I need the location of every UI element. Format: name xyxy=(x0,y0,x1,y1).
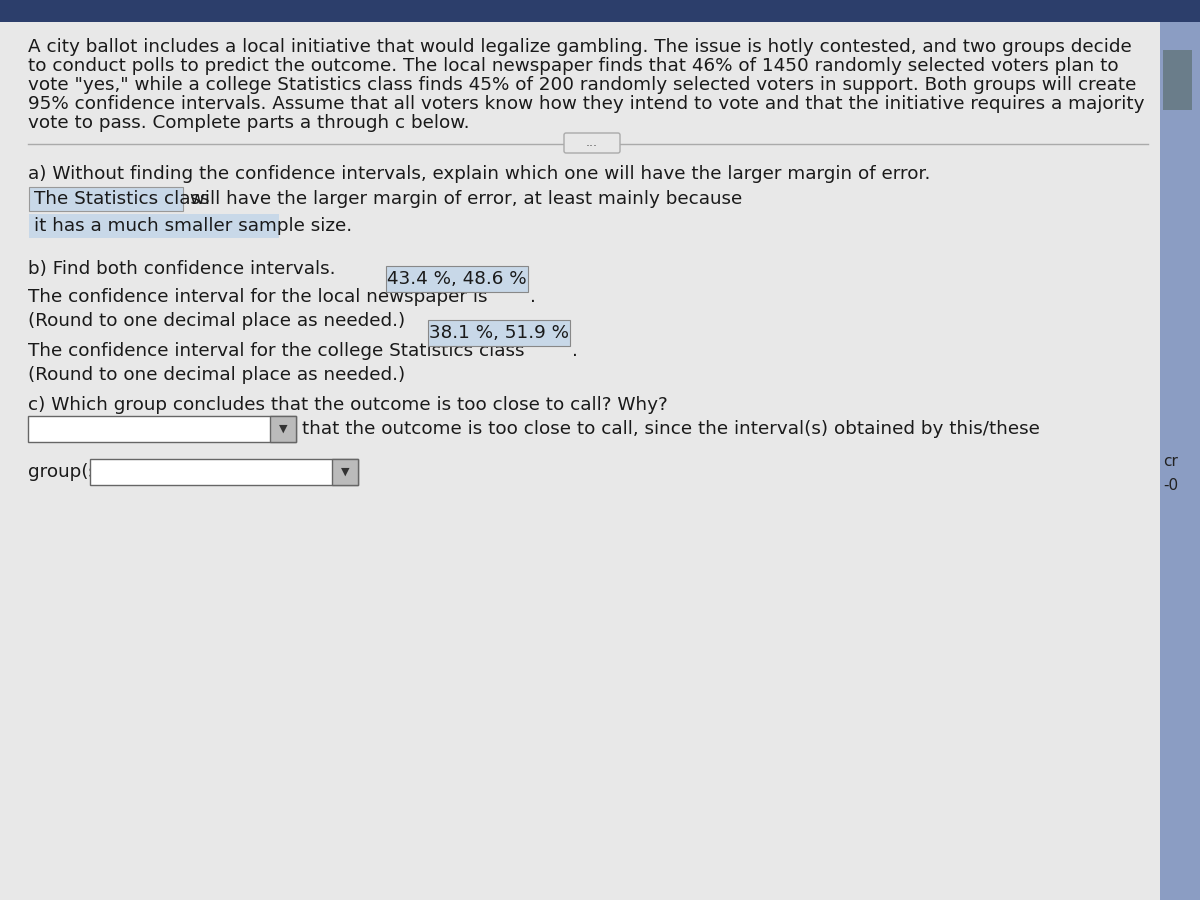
Text: a) Without finding the confidence intervals, explain which one will have the lar: a) Without finding the confidence interv… xyxy=(28,165,930,183)
FancyBboxPatch shape xyxy=(385,266,528,292)
Text: it has a much smaller sample size.: it has a much smaller sample size. xyxy=(34,217,352,235)
Text: -0: -0 xyxy=(1163,478,1178,492)
FancyBboxPatch shape xyxy=(90,459,358,485)
FancyBboxPatch shape xyxy=(28,416,296,442)
Text: to conduct polls to predict the outcome. The local newspaper finds that 46% of 1: to conduct polls to predict the outcome.… xyxy=(28,57,1118,75)
Text: (Round to one decimal place as needed.): (Round to one decimal place as needed.) xyxy=(28,312,406,330)
Text: vote "yes," while a college Statistics class finds 45% of 200 randomly selected : vote "yes," while a college Statistics c… xyxy=(28,76,1136,94)
FancyBboxPatch shape xyxy=(428,320,570,346)
FancyBboxPatch shape xyxy=(29,214,278,238)
Text: ...: ... xyxy=(586,137,598,149)
FancyBboxPatch shape xyxy=(0,0,1160,900)
FancyBboxPatch shape xyxy=(1163,50,1192,110)
Text: vote to pass. Complete parts a through c below.: vote to pass. Complete parts a through c… xyxy=(28,114,469,132)
Text: will have the larger margin of error, at least mainly because: will have the larger margin of error, at… xyxy=(184,190,743,208)
Text: group(s): group(s) xyxy=(28,463,106,481)
Text: A city ballot includes a local initiative that would legalize gambling. The issu: A city ballot includes a local initiativ… xyxy=(28,38,1132,56)
FancyBboxPatch shape xyxy=(29,187,182,211)
Text: (Round to one decimal place as needed.): (Round to one decimal place as needed.) xyxy=(28,366,406,384)
Text: 38.1 %, 51.9 %: 38.1 %, 51.9 % xyxy=(422,324,575,342)
Text: cr: cr xyxy=(1163,454,1178,470)
FancyBboxPatch shape xyxy=(564,133,620,153)
Text: ▼: ▼ xyxy=(341,467,349,477)
Text: .: . xyxy=(529,288,535,306)
Text: The confidence interval for the college Statistics class: The confidence interval for the college … xyxy=(28,342,530,360)
Text: b) Find both confidence intervals.: b) Find both confidence intervals. xyxy=(28,260,336,278)
FancyBboxPatch shape xyxy=(332,459,358,485)
FancyBboxPatch shape xyxy=(0,0,1200,22)
Text: 43.4 %, 48.6 %: 43.4 %, 48.6 % xyxy=(380,270,533,288)
FancyBboxPatch shape xyxy=(1160,0,1200,900)
Text: The Statistics class: The Statistics class xyxy=(34,190,210,208)
Text: .: . xyxy=(572,342,577,360)
Text: that the outcome is too close to call, since the interval(s) obtained by this/th: that the outcome is too close to call, s… xyxy=(302,420,1040,438)
Text: ▼: ▼ xyxy=(278,424,287,434)
FancyBboxPatch shape xyxy=(270,416,296,442)
Text: 95% confidence intervals. Assume that all voters know how they intend to vote an: 95% confidence intervals. Assume that al… xyxy=(28,95,1145,113)
Text: c) Which group concludes that the outcome is too close to call? Why?: c) Which group concludes that the outcom… xyxy=(28,396,667,414)
Text: The confidence interval for the local newspaper is: The confidence interval for the local ne… xyxy=(28,288,493,306)
